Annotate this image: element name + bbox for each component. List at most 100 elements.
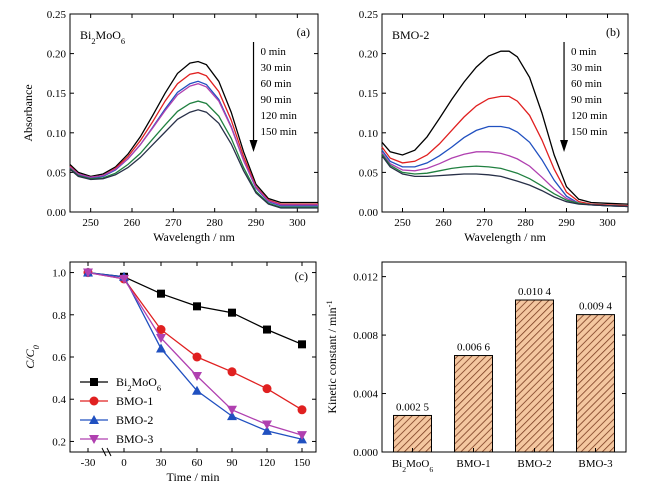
time-label: 60 min [571, 78, 602, 90]
time-label: 90 min [571, 94, 602, 106]
spectrum-line [69, 109, 318, 209]
y-tick-label: 1.0 [52, 268, 66, 280]
y-tick-label: 0.20 [359, 49, 379, 61]
x-tick-label: 300 [289, 217, 306, 229]
y-tick-label: 0.05 [47, 167, 67, 179]
legend-label: BMO-2 [116, 413, 153, 427]
data-point [297, 431, 307, 441]
x-tick-label: 280 [206, 217, 223, 229]
x-tick-label: 150 [294, 457, 311, 469]
y-tick-label: 0.4 [52, 394, 66, 406]
plot-frame [381, 261, 627, 453]
category-label: BMO-1 [456, 458, 490, 470]
bar-value-label: 0.002 5 [396, 401, 430, 413]
data-point [89, 435, 99, 444]
data-point [89, 415, 99, 424]
y-tick-label: 0.008 [353, 330, 378, 342]
bar [454, 355, 493, 453]
x-tick-label: 250 [394, 217, 411, 229]
y-tick-label: 0.05 [359, 167, 379, 179]
data-point [192, 372, 202, 381]
time-label: 30 min [571, 62, 602, 74]
y-tick-label: 0.10 [47, 128, 67, 140]
x-tick-label: 60 [192, 457, 204, 469]
y-tick-label: 0.10 [359, 128, 379, 140]
time-label: 60 min [261, 78, 292, 90]
time-label: 120 min [261, 110, 298, 122]
spectrum-line [69, 100, 318, 208]
time-arrow-head [560, 140, 569, 152]
data-point [262, 384, 272, 394]
y-tick-label: 0.2 [52, 436, 66, 448]
category-label: BMO-2 [517, 458, 551, 470]
panel-d-kinetic-bar-chart: 0.000 0.004 0.008 0.012 Kinetic constant / m… [325, 261, 627, 474]
sample-label: Bi2MoO6 [80, 28, 125, 46]
data-point [228, 308, 236, 317]
y-tick-label: 0.012 [353, 272, 378, 284]
panel-letter: (b) [606, 25, 620, 39]
category-label: Bi2MoO6 [392, 458, 433, 474]
data-point [192, 385, 202, 395]
spectrum-line [381, 50, 629, 205]
data-point [297, 405, 307, 415]
data-point [227, 367, 237, 377]
axis-break [106, 447, 112, 457]
x-tick-label: 30 [156, 457, 168, 469]
y-axis-label: C/C0 [23, 344, 41, 368]
time-label: 150 min [261, 126, 298, 138]
y-tick-label: 0.15 [47, 88, 67, 100]
spectrum-line [381, 155, 629, 208]
plot-frame [69, 13, 319, 213]
data-point [156, 334, 166, 343]
data-point [83, 268, 93, 278]
spectrum-line [69, 83, 318, 206]
sample-label: BMO-2 [392, 28, 429, 42]
x-tick-label: 290 [558, 217, 575, 229]
data-point [227, 411, 237, 421]
data-point [262, 420, 272, 430]
x-tick-label: 260 [124, 217, 141, 229]
x-tick-label: 270 [165, 217, 182, 229]
spectrum-line [69, 71, 318, 205]
data-point [156, 343, 166, 353]
x-tick-label: 120 [259, 457, 276, 469]
x-tick-label: 280 [517, 217, 534, 229]
spectrum-line [381, 95, 629, 207]
time-label: 90 min [261, 94, 292, 106]
category-label: BMO-3 [578, 458, 613, 470]
x-axis-label: Time / min [167, 470, 220, 484]
data-point [89, 396, 99, 406]
plot-frame [381, 13, 629, 213]
x-tick-label: 290 [248, 217, 265, 229]
data-point [192, 352, 202, 362]
x-tick-label: 260 [435, 217, 452, 229]
y-tick-label: 0.8 [52, 310, 66, 322]
time-label: 150 min [571, 126, 608, 138]
panel-letter: (a) [297, 25, 310, 39]
time-label: 0 min [571, 46, 597, 58]
data-point [262, 425, 272, 435]
legend-label: Bi2MoO6 [116, 375, 161, 393]
time-label: 0 min [261, 46, 287, 58]
y-axis-label: Kinetic constant / min-1 [325, 300, 340, 413]
data-point [298, 340, 306, 349]
data-point [193, 302, 201, 311]
spectrum-line [381, 125, 629, 208]
x-tick-label: 90 [227, 457, 239, 469]
y-tick-label: 0.000 [353, 447, 378, 459]
x-tick-label: 300 [599, 217, 616, 229]
y-tick-label: 0.15 [359, 88, 379, 100]
time-label: 30 min [261, 62, 292, 74]
bar-value-label: 0.009 4 [579, 301, 613, 313]
panel-b-absorbance-chart: 250 260 270 280 290 300 0.00 0.05 0.10 0.15 0.20 0.… [359, 9, 629, 244]
bar [576, 314, 615, 453]
legend-label: BMO-1 [116, 394, 153, 408]
y-tick-label: 0.20 [47, 49, 67, 61]
data-point [263, 325, 271, 334]
data-point [90, 378, 98, 386]
x-axis-label: Wavelength / nm [153, 230, 235, 244]
y-tick-label: 0.25 [359, 9, 379, 21]
x-axis-label: Wavelength / nm [464, 230, 546, 244]
data-point [157, 289, 165, 298]
